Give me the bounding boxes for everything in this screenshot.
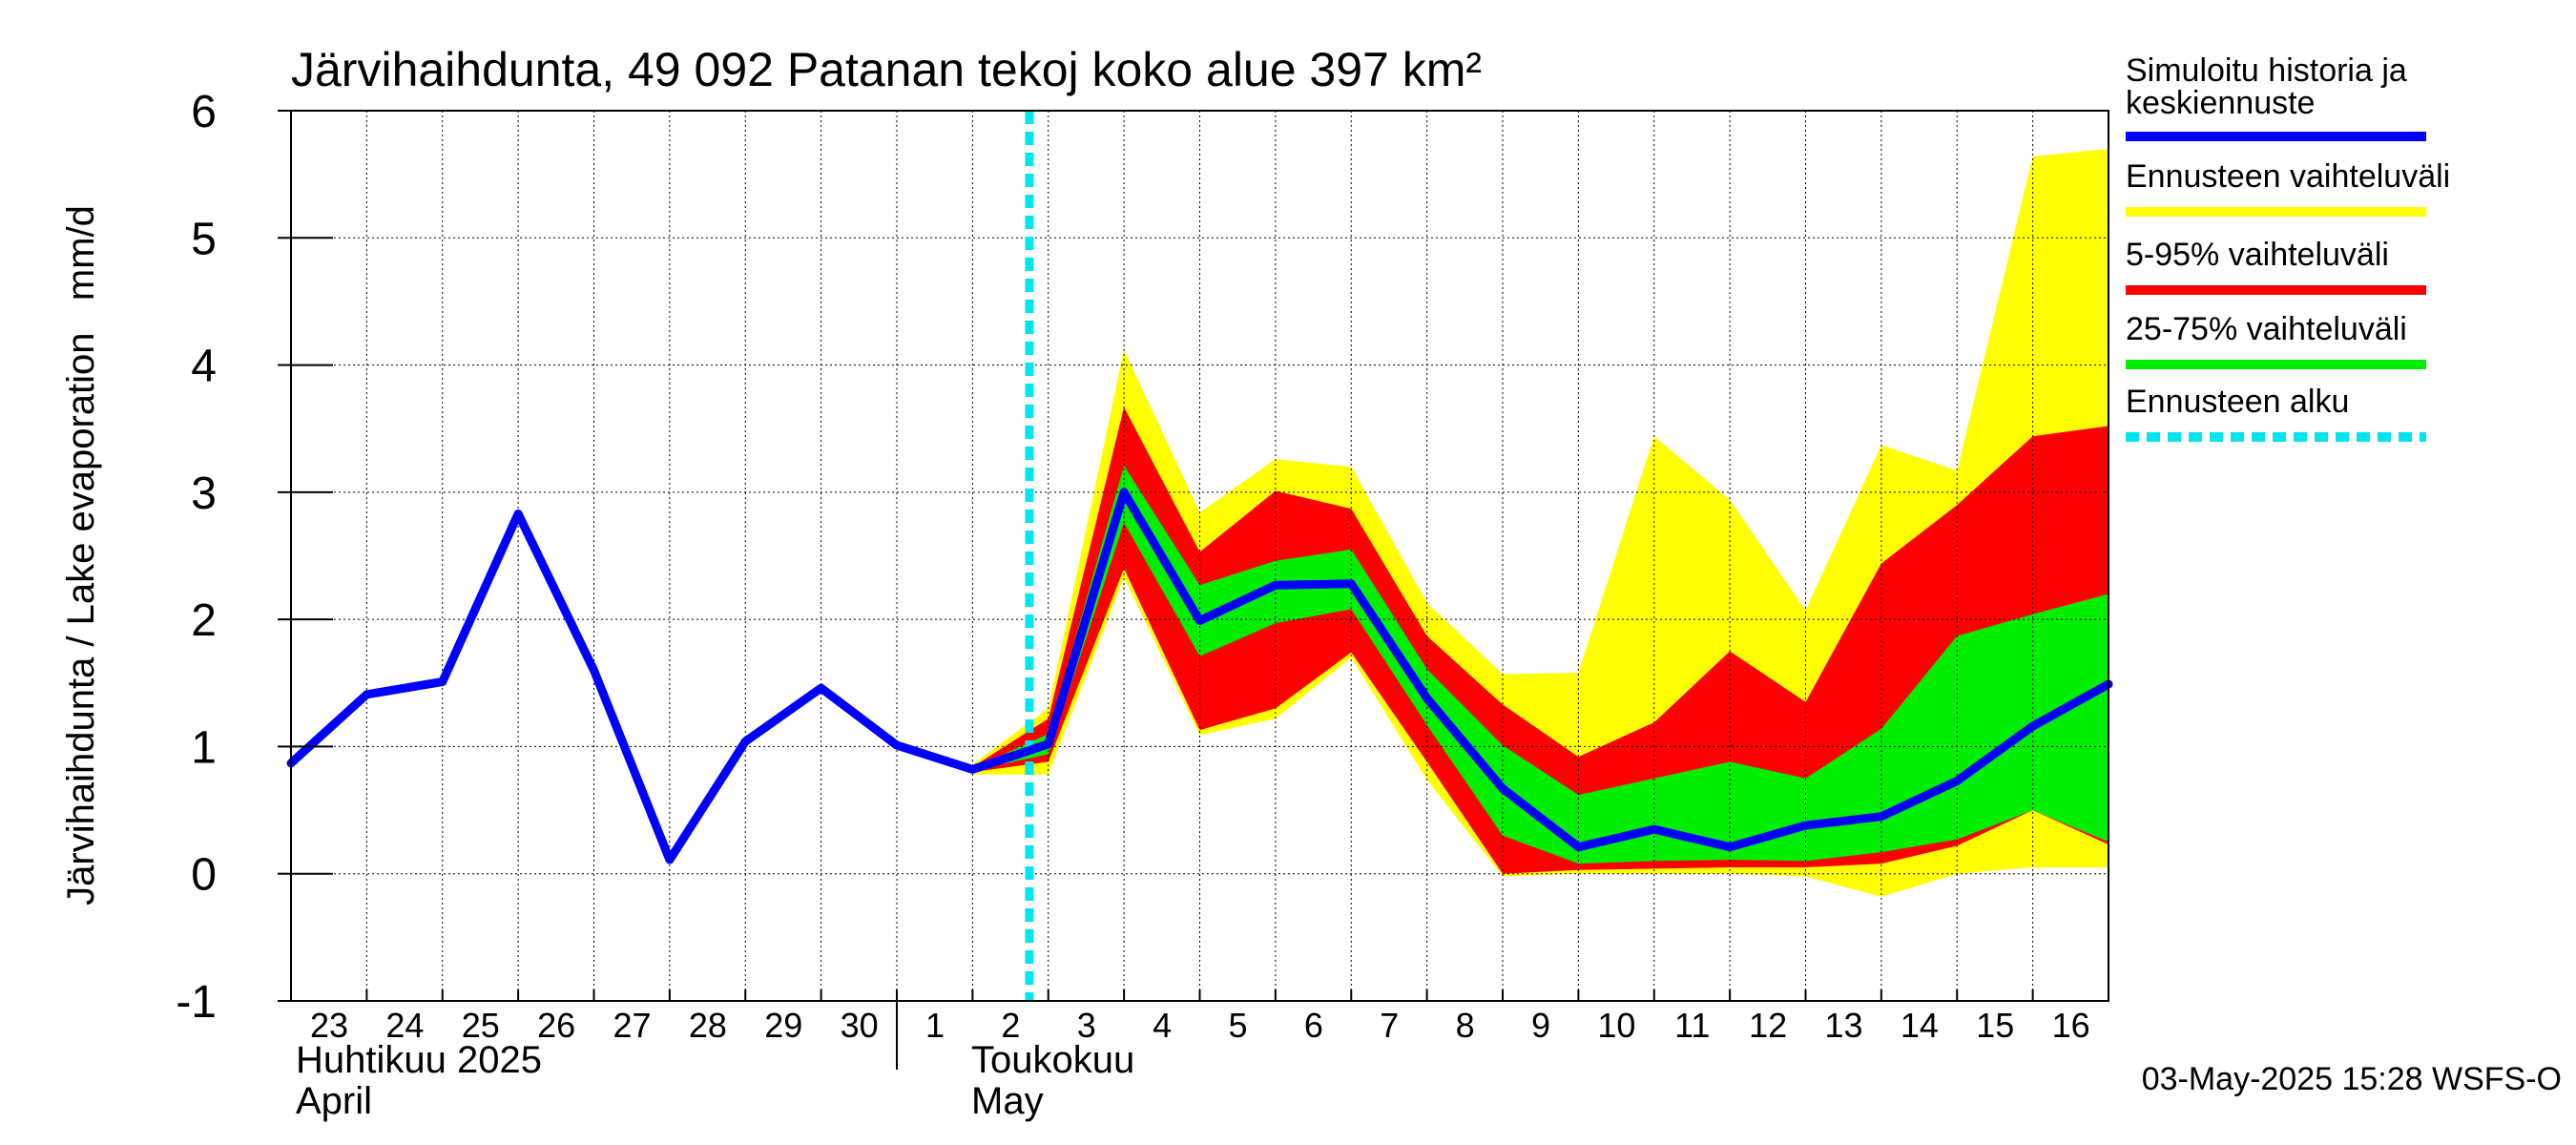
month-label-en: April [296, 1080, 372, 1122]
x-tick-label: 3 [1077, 1006, 1096, 1045]
series-point [593, 670, 594, 671]
grid-lines [291, 111, 2109, 1001]
x-tick-label: 11 [1674, 1006, 1710, 1045]
series-point [1123, 491, 1125, 493]
x-tick-label: 16 [2052, 1006, 2090, 1045]
series-point [744, 740, 746, 742]
legend-label: Simuloitu historia ja [2126, 52, 2407, 89]
chart-title: Järvihaihdunta, 49 092 Patanan tekoj kok… [291, 43, 1482, 96]
legend-label: keskiennuste [2126, 85, 2315, 121]
y-tick-label: 3 [191, 468, 217, 519]
band-p25_75 [972, 465, 2109, 864]
series-point [517, 513, 519, 514]
x-tick-label: 12 [1749, 1006, 1787, 1045]
series-point [1729, 846, 1731, 848]
uncertainty-bands [972, 149, 2109, 897]
series-point [1502, 787, 1504, 789]
series-point [2032, 725, 2034, 727]
month-label-en: May [971, 1080, 1044, 1122]
legend-label: 25-75% vaihteluväli [2126, 311, 2407, 347]
series-point [1199, 620, 1200, 621]
x-axis: 23 24 25 26 27 28 29 30 1 2 3 4 5 6 7 8 9 10 11 12 13 14 15 16H… [290, 989, 2109, 1122]
band-p5_95 [972, 406, 2109, 874]
y-tick-label: 0 [191, 850, 217, 901]
series-point [1577, 846, 1579, 848]
x-tick-label: 23 [310, 1006, 348, 1045]
x-tick-label: 26 [537, 1006, 575, 1045]
legend-label: 5-95% vaihteluväli [2126, 237, 2389, 273]
series-point [669, 859, 671, 861]
x-tick-label: 24 [385, 1006, 424, 1045]
x-tick-label: 25 [462, 1006, 500, 1045]
x-tick-label: 6 [1304, 1006, 1323, 1045]
series-point [1653, 828, 1655, 830]
series-point [1275, 584, 1277, 586]
legend-label: Ennusteen alku [2126, 384, 2349, 420]
y-axis: -1 0 1 2 3 4 5 6 [176, 87, 333, 1028]
x-tick-label: 15 [1976, 1006, 2014, 1045]
y-tick-label: 5 [191, 214, 217, 264]
series-point [896, 744, 898, 746]
x-tick-label: 27 [613, 1006, 651, 1045]
y-tick-label: 4 [191, 342, 217, 392]
legend-label: Ennusteen vaihteluväli [2126, 158, 2450, 195]
x-tick-label: 14 [1901, 1006, 1939, 1045]
x-tick-label: 5 [1228, 1006, 1247, 1045]
series-point [1426, 697, 1428, 699]
series-point [971, 768, 973, 770]
y-tick-label: 6 [191, 87, 217, 137]
x-tick-label: 28 [689, 1006, 727, 1045]
y-tick-label: -1 [176, 977, 217, 1028]
timestamp: 03-May-2025 15:28 WSFS-O [2142, 1061, 2562, 1097]
series-point [442, 681, 444, 682]
series-point [1880, 816, 1882, 818]
series-point [365, 694, 367, 696]
series-point [1350, 583, 1352, 585]
month-label-fi: Huhtikuu 2025 [296, 1039, 542, 1081]
x-tick-label: 13 [1824, 1006, 1862, 1045]
x-tick-label: 8 [1456, 1006, 1475, 1045]
x-tick-label: 2 [1001, 1006, 1020, 1045]
y-tick-label: 1 [191, 722, 217, 773]
x-tick-label: 1 [925, 1006, 945, 1045]
x-tick-label: 10 [1597, 1006, 1635, 1045]
y-tick-label: 2 [191, 595, 217, 646]
x-tick-label: 30 [841, 1006, 879, 1045]
x-tick-label: 4 [1153, 1006, 1172, 1045]
x-tick-label: 9 [1531, 1006, 1550, 1045]
x-tick-label: 7 [1380, 1006, 1399, 1045]
series-point [1805, 824, 1806, 826]
y-axis-label: Järvihaihdunta / Lake evaporation mm/d [60, 205, 102, 906]
x-tick-label: 29 [764, 1006, 802, 1045]
plot-area [286, 110, 2113, 1002]
series-point [1048, 743, 1049, 745]
month-label-fi: Toukokuu [971, 1039, 1134, 1081]
